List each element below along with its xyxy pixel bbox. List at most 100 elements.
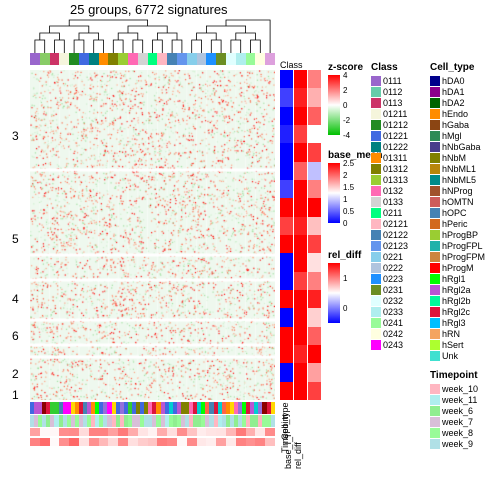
col-group-swatch bbox=[236, 53, 246, 65]
legend-item: 0221 bbox=[371, 251, 408, 262]
legend-item: hDA0 bbox=[430, 75, 485, 86]
legend-item: hEndo bbox=[430, 108, 485, 119]
annotation-column-Class bbox=[280, 70, 293, 400]
col-group-swatch bbox=[246, 53, 256, 65]
col-group-swatch bbox=[30, 53, 40, 65]
col-group-swatch bbox=[226, 53, 236, 65]
col-group-swatch bbox=[167, 53, 177, 65]
legend-item: 01221 bbox=[371, 130, 408, 141]
main-heatmap bbox=[30, 70, 275, 400]
col-group-swatch bbox=[128, 53, 138, 65]
bottom-row-Timepoint bbox=[30, 415, 275, 427]
col-group-swatch bbox=[50, 53, 60, 65]
legend-item: 0211 bbox=[371, 207, 408, 218]
legend-item: 0233 bbox=[371, 306, 408, 317]
row-cluster-label: 1 bbox=[12, 388, 19, 402]
annotation-column-base_mean bbox=[294, 70, 307, 400]
legend-item: week_6 bbox=[430, 405, 478, 416]
legend-item: hGaba bbox=[430, 119, 485, 130]
legend-item: hRgl2a bbox=[430, 284, 485, 295]
legend-item: 01212 bbox=[371, 119, 408, 130]
col-group-swatch bbox=[148, 53, 158, 65]
legend-item: 02122 bbox=[371, 229, 408, 240]
legend-item: 01211 bbox=[371, 108, 408, 119]
col-group-swatch bbox=[187, 53, 197, 65]
col-group-swatch bbox=[40, 53, 50, 65]
legend-item: 0113 bbox=[371, 97, 408, 108]
col-group-swatch bbox=[265, 53, 275, 65]
col-group-swatch bbox=[216, 53, 226, 65]
legend-item: hProgM bbox=[430, 262, 485, 273]
legend-item: week_7 bbox=[430, 416, 478, 427]
legend-Class: Class01110112011301211012120122101222013… bbox=[371, 62, 408, 350]
legend-item: week_8 bbox=[430, 427, 478, 438]
column-dendrogram bbox=[30, 18, 275, 53]
legend-item: hPeric bbox=[430, 218, 485, 229]
col-group-swatch bbox=[177, 53, 187, 65]
legend-item: hNProg bbox=[430, 185, 485, 196]
legend-item: 0222 bbox=[371, 262, 408, 273]
legend-item: hMgl bbox=[430, 130, 485, 141]
legend-item: hNbML1 bbox=[430, 163, 485, 174]
legend-item: 01222 bbox=[371, 141, 408, 152]
annotation-column-rel_diff bbox=[308, 70, 321, 400]
col-group-swatch bbox=[255, 53, 265, 65]
legend-item: 0231 bbox=[371, 284, 408, 295]
col-group-swatch bbox=[99, 53, 109, 65]
col-group-swatch bbox=[157, 53, 167, 65]
legend-item: hSert bbox=[430, 339, 485, 350]
bottom-scalar-label: base_I_I bbox=[283, 434, 293, 469]
col-group-swatch bbox=[206, 53, 216, 65]
legend-item: 0112 bbox=[371, 86, 408, 97]
legend-item: hRgl1 bbox=[430, 273, 485, 284]
col-group-swatch bbox=[197, 53, 207, 65]
legend-item: hOPC bbox=[430, 207, 485, 218]
column-color-bar bbox=[30, 53, 275, 65]
legend-item: hProgFPM bbox=[430, 251, 485, 262]
legend-item: hRgl2b bbox=[430, 295, 485, 306]
legend-item: 0111 bbox=[371, 75, 408, 86]
legend-Timepoint: Timepointweek_10week_11week_6week_7week_… bbox=[430, 370, 478, 449]
legend-item: 0243 bbox=[371, 339, 408, 350]
legend-item: hProgBP bbox=[430, 229, 485, 240]
annotation-label: Class bbox=[280, 60, 303, 70]
legend-item: hDA1 bbox=[430, 86, 485, 97]
bottom-scalar-row bbox=[30, 428, 275, 436]
row-cluster-label: 3 bbox=[12, 129, 19, 143]
legend-item: 0241 bbox=[371, 317, 408, 328]
legend-item: week_10 bbox=[430, 383, 478, 394]
col-group-swatch bbox=[69, 53, 79, 65]
legend-item: hDA2 bbox=[430, 97, 485, 108]
legend-item: 02123 bbox=[371, 240, 408, 251]
plot-title: 25 groups, 6772 signatures bbox=[70, 2, 228, 17]
legend-item: 0232 bbox=[371, 295, 408, 306]
row-cluster-label: 5 bbox=[12, 232, 19, 246]
legend-item: 01311 bbox=[371, 152, 408, 163]
legend-item: 0223 bbox=[371, 273, 408, 284]
legend-item: 02121 bbox=[371, 218, 408, 229]
legend-item: hNbM bbox=[430, 152, 485, 163]
gradient-legend-rel_diff: rel_diff10 bbox=[328, 250, 361, 323]
bottom-scalar-label: rel_diff bbox=[293, 442, 303, 469]
bottom-scalar-row bbox=[30, 438, 275, 446]
legend-item: week_11 bbox=[430, 394, 478, 405]
col-group-swatch bbox=[59, 53, 69, 65]
legend-item: week_9 bbox=[430, 438, 478, 449]
legend-item: hRgl2c bbox=[430, 306, 485, 317]
col-group-swatch bbox=[138, 53, 148, 65]
legend-item: hRgl3 bbox=[430, 317, 485, 328]
legend-item: 0242 bbox=[371, 328, 408, 339]
row-cluster-label: 2 bbox=[12, 367, 19, 381]
gradient-legend-z-score: z-score420-2-4 bbox=[328, 62, 363, 135]
legend-item: hOMTN bbox=[430, 196, 485, 207]
legend-item: Unk bbox=[430, 350, 485, 361]
legend-Cell_type: Cell_typehDA0hDA1hDA2hEndohGabahMglhNbGa… bbox=[430, 62, 485, 361]
legend-item: hProgFPL bbox=[430, 240, 485, 251]
legend-item: 01312 bbox=[371, 163, 408, 174]
legend-item: 0133 bbox=[371, 196, 408, 207]
legend-item: hNbML5 bbox=[430, 174, 485, 185]
bottom-row-Cell_type bbox=[30, 402, 275, 414]
row-cluster-label: 6 bbox=[12, 329, 19, 343]
legend-item: 01313 bbox=[371, 174, 408, 185]
col-group-swatch bbox=[108, 53, 118, 65]
